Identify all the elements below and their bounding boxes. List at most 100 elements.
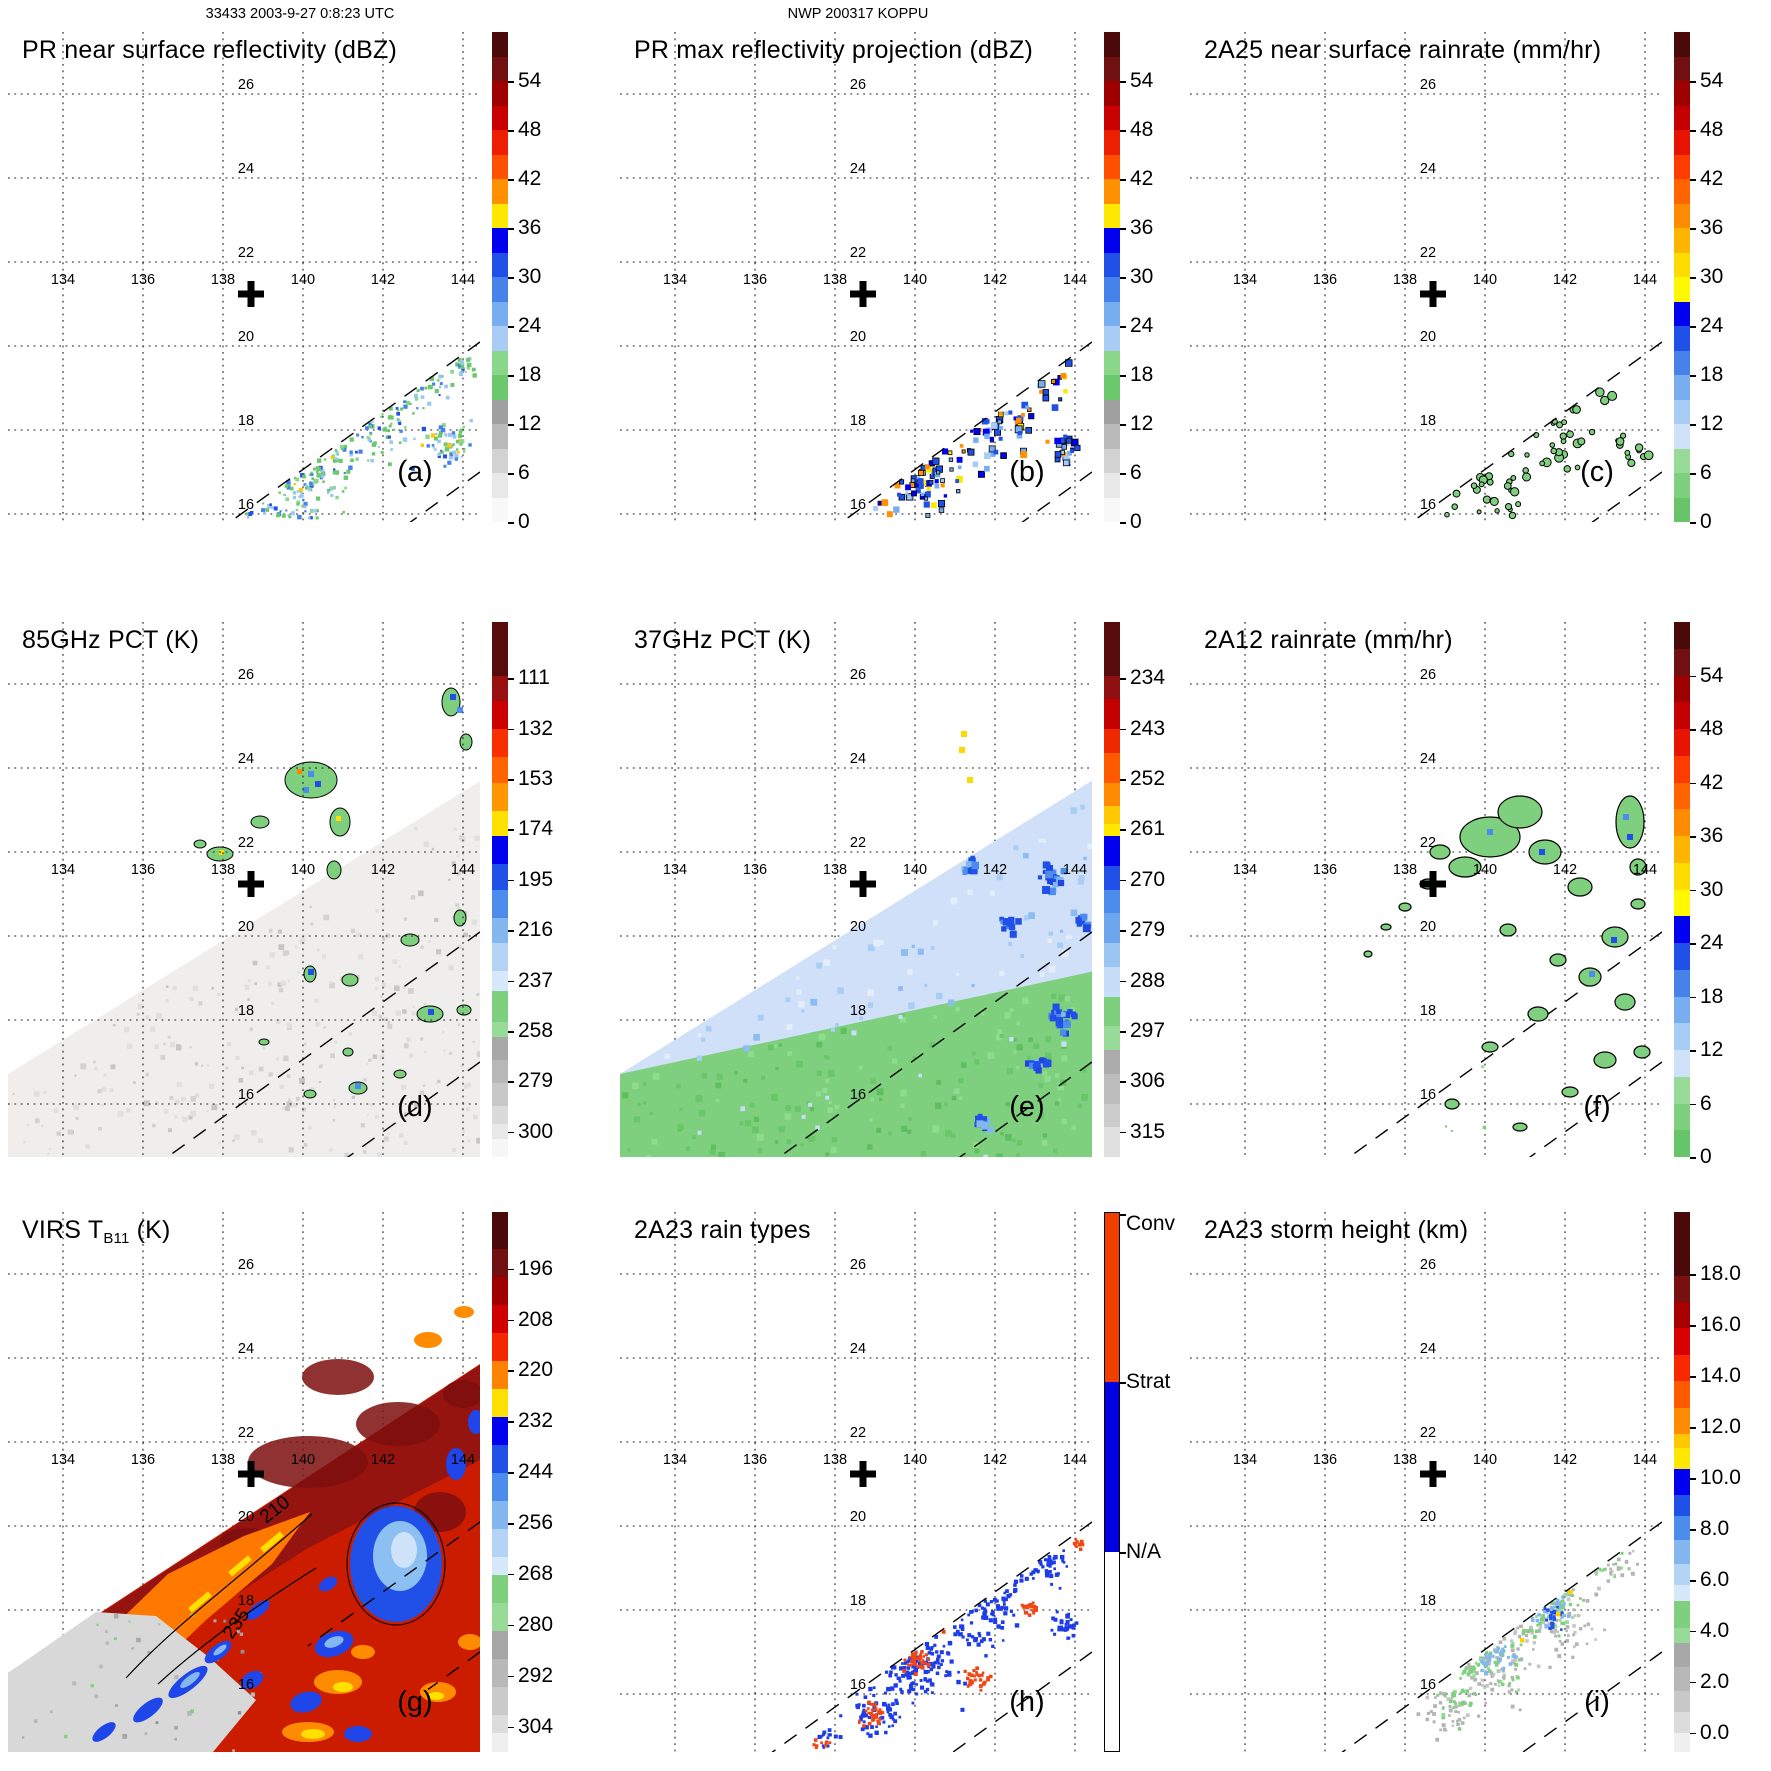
colorbar-segment: [1104, 399, 1120, 424]
colorbar-tick-mark: [1120, 1552, 1126, 1554]
colorbar-tick-label: 54: [518, 69, 542, 92]
colorbar-tick-mark: [1120, 980, 1126, 983]
colorbar-segment: [492, 130, 508, 155]
colorbar-tick-label: 6: [518, 461, 530, 484]
colorbar-segment: [1674, 473, 1690, 498]
colorbar-segment: [492, 1388, 508, 1417]
colorbar-tick-mark: [508, 678, 514, 680]
colorbar-segment: [1104, 699, 1120, 729]
svg-text:136: 136: [1313, 1452, 1337, 1468]
texture-noise: [697, 1014, 1067, 1157]
colorbar-segment: [1104, 424, 1120, 449]
colorbar-tick-label: 4.0: [1700, 1618, 1730, 1642]
colorbar-tick-label: 42: [1700, 770, 1724, 794]
colorbar-segment: [1674, 1643, 1690, 1668]
svg-text:136: 136: [131, 1452, 155, 1468]
svg-text:142: 142: [1553, 272, 1577, 288]
colorbar-segment: [492, 943, 508, 972]
colorbar-segment: [1104, 252, 1120, 277]
colorbar-tick-label: 6: [1700, 1091, 1712, 1115]
colorbar-tick-label: 12: [1700, 1038, 1724, 1061]
svg-text:144: 144: [451, 862, 475, 878]
colorbar-tick-label: 18.0: [1700, 1262, 1741, 1286]
colorbar-tick-label: 252: [1130, 767, 1166, 790]
storm-center-marker: [238, 1461, 264, 1487]
colorbar-segment: [1674, 996, 1690, 1024]
colorbar-segment: [1674, 1564, 1690, 1586]
colorbar-segment: [492, 1631, 508, 1659]
svg-text:22: 22: [238, 245, 254, 261]
colorbar-tick-mark: [508, 473, 514, 475]
colorbar-segment: [1104, 448, 1120, 473]
colorbar-segment: [1104, 752, 1120, 783]
svg-text:16: 16: [850, 1087, 866, 1103]
panel-title-text: 2A23 storm height (km): [1204, 1216, 1469, 1244]
panel-title-text: 37GHz PCT (K): [634, 626, 812, 654]
svg-text:144: 144: [1633, 862, 1657, 878]
colorbar-segment: [1674, 1302, 1690, 1329]
colorbar-segment: [1104, 301, 1120, 326]
svg-text:22: 22: [850, 1425, 866, 1441]
svg-text:20: 20: [1420, 1509, 1436, 1525]
colorbar-segment: [492, 81, 508, 106]
svg-text:138: 138: [1393, 272, 1417, 288]
svg-text:16: 16: [1420, 497, 1436, 513]
colorbar-segment: [1674, 969, 1690, 997]
colorbar-segment: [492, 375, 508, 400]
svg-text:138: 138: [1393, 1452, 1417, 1468]
colorbar-segment: [1104, 913, 1120, 943]
colorbar-segment: [1104, 622, 1120, 676]
svg-text:24: 24: [238, 751, 254, 767]
texture-noise: [1444, 1065, 1487, 1133]
colorbar-segment: [492, 1444, 508, 1473]
colorbar-tick-mark: [508, 277, 514, 279]
svg-text:138: 138: [211, 862, 235, 878]
colorbar-tick-label: 300: [518, 1119, 554, 1143]
colorbar-segment: [1104, 729, 1120, 753]
colorbar-tick-mark: [1120, 930, 1126, 932]
colorbar-segment: [1674, 729, 1690, 756]
colorbar-tick-label: 54: [1700, 663, 1724, 687]
svg-text:26: 26: [238, 1257, 254, 1273]
colorbar-segment: [1104, 81, 1120, 106]
colorbar-segment: [492, 1021, 508, 1038]
colorbar-tick-label: 18: [518, 363, 542, 386]
svg-text:18: 18: [238, 1003, 254, 1019]
colorbar-tick-mark: [508, 879, 514, 882]
colorbar-tick-label: 6: [1130, 461, 1142, 484]
colorbar-segment: [1674, 1468, 1690, 1496]
colorbar-segment: [1674, 497, 1690, 522]
colorbar-e: [1104, 622, 1120, 1157]
colorbar-segment: [1104, 889, 1120, 914]
colorbar-tick-mark: [1690, 130, 1696, 132]
colorbar-tick-mark: [508, 522, 514, 524]
colorbar-tick-label: 16.0: [1700, 1313, 1741, 1337]
storm-center-marker: [238, 871, 264, 897]
colorbar-segment: [492, 56, 508, 81]
storm-center-marker: [850, 281, 876, 307]
colorbar-tick-mark: [1120, 728, 1126, 731]
colorbar-segment: [1674, 1381, 1690, 1408]
grid-lines: [620, 1212, 1092, 1752]
svg-text:20: 20: [238, 1509, 254, 1525]
colorbar-segment: [1674, 943, 1690, 970]
pr-swath-dashed-edges: [1341, 1521, 1662, 1752]
colorbar-tick-mark: [1120, 179, 1126, 181]
colorbar-segment: [1104, 56, 1120, 81]
colorbar-tick-label: 18: [1130, 363, 1154, 386]
colorbar-tick-label: 153: [518, 767, 554, 790]
colorbar-segment: [492, 729, 508, 758]
svg-text:18: 18: [1420, 1593, 1436, 1609]
colorbar-segment: [1104, 130, 1120, 155]
colorbar-tick-label: 0: [1130, 510, 1142, 533]
storm-center-marker: [850, 871, 876, 897]
colorbar-tick-label: 196: [518, 1256, 554, 1280]
colorbar-tick-label: 12: [1130, 412, 1154, 435]
colorbar-tick-label: 48: [1700, 717, 1724, 740]
svg-text:140: 140: [903, 1452, 927, 1468]
colorbar-tick-label: 132: [518, 716, 554, 740]
svg-text:136: 136: [1313, 272, 1337, 288]
colorbar-tick-label: 24: [1700, 931, 1724, 954]
colorbar-tick-label: 0: [1700, 1145, 1712, 1168]
colorbar-tick-label: 256: [518, 1511, 554, 1534]
